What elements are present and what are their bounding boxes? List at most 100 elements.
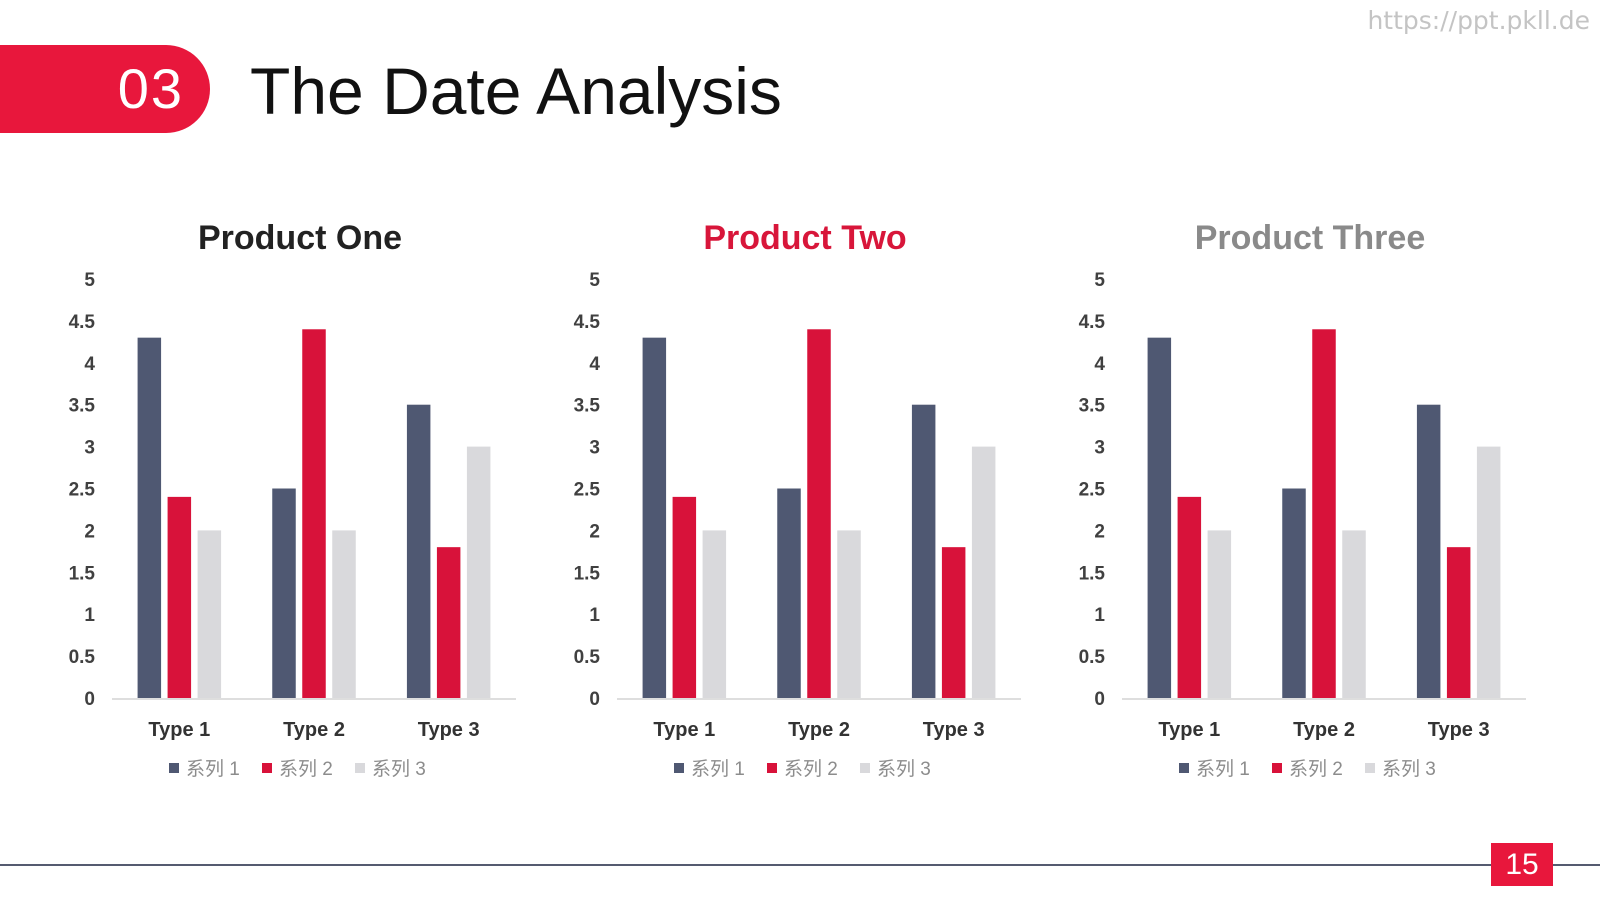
bar-type-3-series-2 — [941, 547, 966, 698]
y-tick-label: 0 — [589, 689, 600, 710]
bar-type-2-series-2 — [807, 329, 831, 698]
y-tick-label: 4.5 — [574, 312, 601, 333]
y-tick-label: 2 — [84, 521, 95, 542]
bar-type-2-series-3 — [1342, 530, 1366, 698]
y-tick-label: 3.5 — [574, 396, 601, 417]
legend-item: 系列 2 — [767, 758, 838, 780]
legend-swatch — [674, 763, 684, 773]
chart-title: Product Three — [1195, 219, 1425, 257]
bar-type-3-series-3 — [971, 446, 996, 698]
x-category-label: Type 2 — [283, 719, 345, 741]
bar-type-3-series-1 — [406, 404, 431, 698]
bar-type-3-series-1 — [911, 404, 936, 698]
y-tick-label: 4.5 — [1079, 312, 1106, 333]
y-tick-label: 1 — [84, 605, 95, 626]
y-tick-label: 1.5 — [1079, 563, 1106, 584]
chart-title: Product One — [198, 219, 402, 257]
x-category-label: Type 1 — [148, 719, 210, 741]
bar-type-1-series-1 — [642, 337, 667, 698]
legend-item: 系列 3 — [355, 758, 426, 780]
x-category-label: Type 3 — [1428, 719, 1490, 741]
bar-type-1-series-2 — [672, 496, 697, 698]
y-tick-label: 2.5 — [574, 480, 601, 501]
legend-swatch — [355, 763, 365, 773]
y-tick-label: 1 — [1094, 605, 1105, 626]
y-tick-label: 3.5 — [1079, 396, 1106, 417]
legend-item: 系列 3 — [1365, 758, 1436, 780]
bar-type-1-series-1 — [1147, 337, 1172, 698]
page-title: The Date Analysis — [250, 54, 782, 128]
y-tick-label: 3.5 — [69, 396, 96, 417]
bar-type-3-series-3 — [1476, 446, 1501, 698]
bar-type-2-series-1 — [1282, 488, 1306, 698]
y-tick-label: 2.5 — [69, 480, 96, 501]
legend-swatch — [1179, 763, 1189, 773]
legend-label: 系列 3 — [877, 758, 931, 780]
legend-label: 系列 1 — [186, 758, 240, 780]
legend-label: 系列 2 — [784, 758, 838, 780]
legend-label: 系列 3 — [1382, 758, 1436, 780]
y-tick-label: 0.5 — [69, 647, 96, 668]
bar-chart-svg: Product Two 0 0.5 1 1.5 2 2.5 3 3.5 4 4.5 5 Type 1 Ty… — [574, 219, 1021, 780]
legend-item: 系列 1 — [1179, 758, 1250, 780]
chart-product-one: Product One 0 0.5 1 1.5 2 2.5 3 3.5 4 4.5 5 Type 1 Ty… — [0, 0, 530, 820]
legend-label: 系列 1 — [691, 758, 745, 780]
y-tick-label: 4 — [1094, 354, 1105, 375]
x-category-label: Type 3 — [418, 719, 480, 741]
bar-type-1-series-3 — [197, 530, 222, 698]
y-tick-label: 4 — [589, 354, 600, 375]
y-tick-label: 0 — [1094, 689, 1105, 710]
bar-chart-svg: Product Three 0 0.5 1 1.5 2 2.5 3 3.5 4 4.5 5 Type 1… — [1079, 219, 1526, 780]
y-tick-label: 1.5 — [69, 563, 96, 584]
legend-label: 系列 1 — [1196, 758, 1250, 780]
y-tick-label: 5 — [84, 270, 95, 291]
legend-item: 系列 2 — [262, 758, 333, 780]
footer-divider — [0, 864, 1600, 866]
legend-label: 系列 2 — [279, 758, 333, 780]
x-category-label: Type 2 — [788, 719, 850, 741]
y-tick-label: 1.5 — [574, 563, 601, 584]
bar-type-1-series-2 — [1177, 496, 1202, 698]
y-tick-label: 1 — [589, 605, 600, 626]
bar-type-1-series-3 — [702, 530, 727, 698]
x-category-label: Type 1 — [653, 719, 715, 741]
bar-type-3-series-1 — [1416, 404, 1441, 698]
chart-product-three: Product Three 0 0.5 1 1.5 2 2.5 3 3.5 4 4.5 5 Type 1… — [1010, 0, 1540, 820]
y-tick-label: 4.5 — [69, 312, 96, 333]
bar-type-2-series-1 — [272, 488, 296, 698]
bar-type-3-series-2 — [436, 547, 461, 698]
bar-type-2-series-3 — [837, 530, 861, 698]
y-tick-label: 2.5 — [1079, 480, 1106, 501]
y-tick-label: 0.5 — [1079, 647, 1106, 668]
y-tick-label: 2 — [589, 521, 600, 542]
y-tick-label: 5 — [1094, 270, 1105, 291]
section-number-badge: 03 — [0, 45, 210, 133]
x-category-label: Type 1 — [1158, 719, 1220, 741]
legend-item: 系列 2 — [1272, 758, 1343, 780]
legend-swatch — [262, 763, 272, 773]
bar-type-1-series-2 — [167, 496, 192, 698]
x-category-label: Type 2 — [1293, 719, 1355, 741]
bar-type-3-series-2 — [1446, 547, 1471, 698]
legend-label: 系列 2 — [1289, 758, 1343, 780]
y-tick-label: 0 — [84, 689, 95, 710]
legend-swatch — [1272, 763, 1282, 773]
legend-swatch — [1365, 763, 1375, 773]
bar-type-1-series-1 — [137, 337, 162, 698]
legend-label: 系列 3 — [372, 758, 426, 780]
y-tick-label: 3 — [1094, 438, 1105, 459]
legend-item: 系列 1 — [169, 758, 240, 780]
y-tick-label: 0.5 — [574, 647, 601, 668]
y-tick-label: 4 — [84, 354, 95, 375]
bar-type-2-series-1 — [777, 488, 801, 698]
legend-item: 系列 3 — [860, 758, 931, 780]
chart-product-two: Product Two 0 0.5 1 1.5 2 2.5 3 3.5 4 4.5 5 Type 1 Ty… — [505, 0, 1035, 820]
bar-type-1-series-3 — [1207, 530, 1232, 698]
legend-swatch — [169, 763, 179, 773]
watermark-url: https://ppt.pkll.de — [1367, 6, 1590, 35]
page-number: 15 — [1491, 843, 1553, 886]
bar-chart-svg: Product One 0 0.5 1 1.5 2 2.5 3 3.5 4 4.5 5 Type 1 Ty… — [69, 219, 516, 780]
bar-type-2-series-3 — [332, 530, 356, 698]
y-tick-label: 3 — [589, 438, 600, 459]
y-tick-label: 3 — [84, 438, 95, 459]
